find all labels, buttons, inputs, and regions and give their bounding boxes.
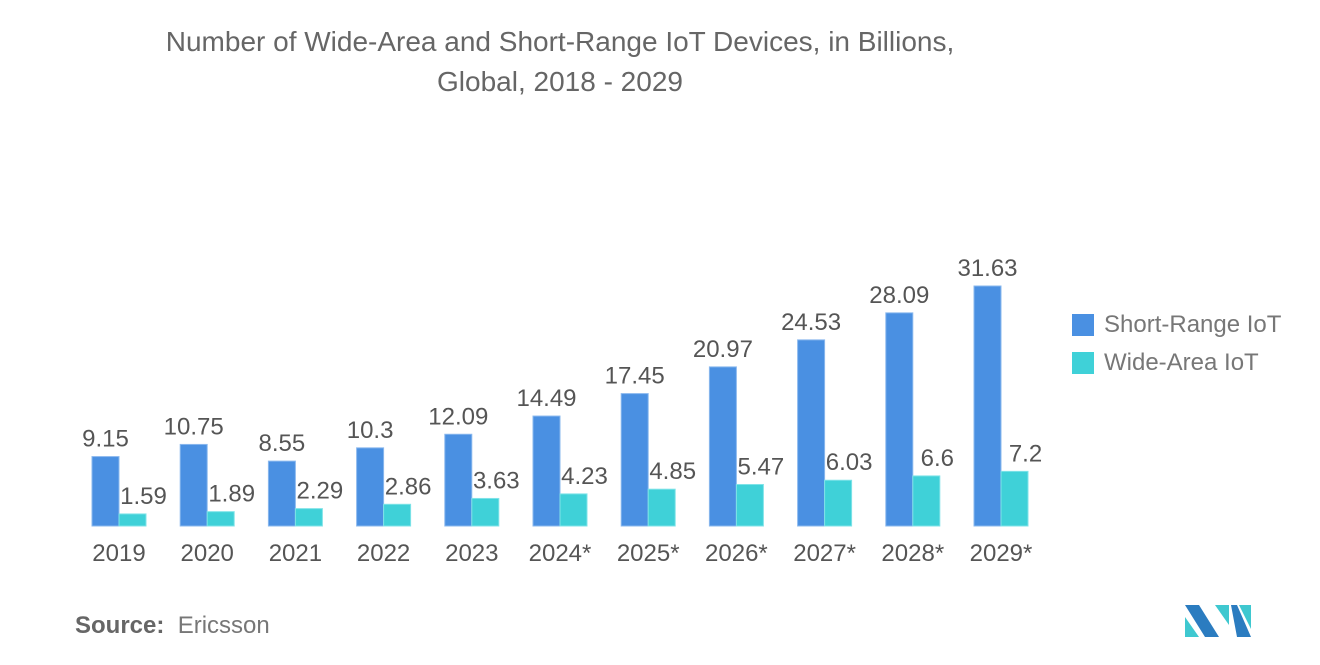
data-label: 9.15 bbox=[82, 426, 129, 453]
x-tick-label: 2024* bbox=[529, 540, 592, 567]
data-label: 10.75 bbox=[164, 413, 224, 440]
x-tick-label: 2027* bbox=[793, 540, 856, 567]
bar-wide-area bbox=[735, 483, 764, 527]
legend-swatch bbox=[1072, 352, 1094, 374]
data-label: 10.3 bbox=[347, 417, 394, 444]
bar-short-range bbox=[532, 415, 561, 527]
bar-short-range bbox=[708, 366, 737, 527]
title-line-2: Global, 2018 - 2029 bbox=[437, 66, 683, 97]
source-value: Ericsson bbox=[177, 612, 270, 639]
bar-wide-area bbox=[118, 513, 147, 527]
chart-title: Number of Wide-Area and Short-Range IoT … bbox=[60, 22, 1060, 102]
bar-wide-area bbox=[383, 503, 412, 527]
legend-label: Short-Range IoT bbox=[1104, 311, 1282, 338]
x-tick-label: 2019 bbox=[92, 540, 145, 567]
data-label: 1.89 bbox=[208, 481, 255, 508]
x-tick-label: 2020 bbox=[181, 540, 234, 567]
data-label: 2.29 bbox=[297, 478, 344, 505]
x-tick-label: 2022 bbox=[357, 540, 410, 567]
bar-wide-area bbox=[1000, 470, 1029, 527]
bar-wide-area bbox=[471, 497, 500, 527]
source-label: Source: bbox=[75, 612, 165, 639]
data-label: 31.63 bbox=[957, 255, 1017, 282]
title-line-1: Number of Wide-Area and Short-Range IoT … bbox=[165, 26, 955, 57]
data-label: 6.6 bbox=[921, 445, 954, 472]
data-label: 4.23 bbox=[561, 463, 608, 490]
data-label: 6.03 bbox=[826, 449, 873, 476]
data-label: 3.63 bbox=[473, 467, 520, 494]
bar-short-range bbox=[973, 285, 1002, 527]
data-label: 20.97 bbox=[693, 336, 753, 363]
x-tick-label: 2029* bbox=[970, 540, 1033, 567]
bar-short-range bbox=[620, 393, 649, 527]
bar-wide-area bbox=[294, 508, 323, 527]
legend: Short-Range IoT Wide-Area IoT bbox=[1072, 306, 1281, 382]
bar-short-range bbox=[267, 460, 296, 527]
data-label: 5.47 bbox=[738, 453, 785, 480]
data-label: 1.59 bbox=[120, 483, 167, 510]
legend-item-short-range: Short-Range IoT bbox=[1072, 306, 1281, 344]
legend-swatch bbox=[1072, 314, 1094, 336]
bar-wide-area bbox=[559, 493, 588, 527]
data-label: 7.2 bbox=[1009, 440, 1042, 467]
data-label: 17.45 bbox=[605, 363, 665, 390]
source-note: Source: Ericsson bbox=[75, 612, 270, 640]
legend-label: Wide-Area IoT bbox=[1104, 349, 1259, 376]
bar-short-range bbox=[91, 456, 120, 527]
bar-short-range bbox=[356, 447, 385, 527]
data-label: 12.09 bbox=[428, 403, 488, 430]
bar-short-range bbox=[885, 312, 914, 527]
data-label: 2.86 bbox=[385, 473, 432, 500]
bar-wide-area bbox=[647, 488, 676, 527]
data-label: 14.49 bbox=[516, 385, 576, 412]
bar-wide-area bbox=[824, 479, 853, 527]
data-label: 4.85 bbox=[649, 458, 696, 485]
legend-item-wide-area: Wide-Area IoT bbox=[1072, 344, 1281, 382]
x-tick-label: 2028* bbox=[881, 540, 944, 567]
data-label: 24.53 bbox=[781, 309, 841, 336]
bar-short-range bbox=[797, 339, 826, 527]
bar-wide-area bbox=[912, 475, 941, 527]
brand-logo bbox=[1185, 605, 1251, 637]
x-tick-label: 2026* bbox=[705, 540, 768, 567]
bar-short-range bbox=[444, 433, 473, 527]
bar-wide-area bbox=[206, 511, 235, 527]
x-tick-label: 2025* bbox=[617, 540, 680, 567]
data-label: 8.55 bbox=[259, 430, 306, 457]
x-tick-label: 2021 bbox=[269, 540, 322, 567]
x-tick-label: 2023 bbox=[445, 540, 498, 567]
data-label: 28.09 bbox=[869, 282, 929, 309]
bar-short-range bbox=[179, 443, 208, 527]
